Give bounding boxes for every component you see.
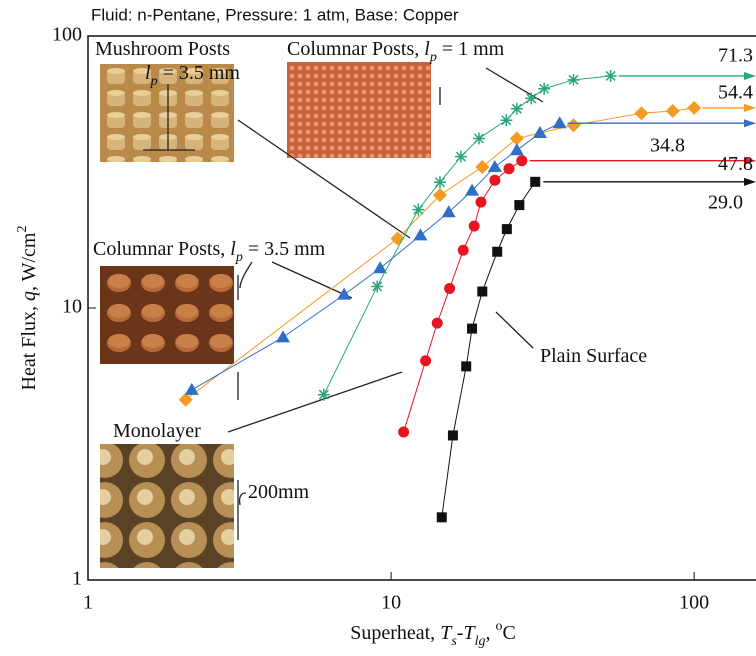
text-part: = 1 mm <box>437 38 505 60</box>
text-part: p <box>429 50 437 65</box>
marker <box>504 163 515 174</box>
end-label: 47.8 <box>718 153 753 175</box>
chart: Fluid: n-Pentane, Pressure: 1 atm, Base:… <box>0 0 756 656</box>
series-label: Plain Surface <box>540 345 647 367</box>
marker <box>475 160 489 174</box>
marker <box>500 114 512 126</box>
series-label: Columnar Posts, lp = 1 mm <box>287 38 505 65</box>
marker <box>371 280 383 292</box>
text-part: Monolayer <box>113 420 201 442</box>
marker <box>666 104 680 118</box>
marker <box>530 177 540 187</box>
y-tick-label: 10 <box>62 296 82 318</box>
x-tick-label: 100 <box>679 592 709 614</box>
annotation: 200mm <box>248 481 310 503</box>
marker <box>567 118 581 132</box>
photo <box>287 62 431 158</box>
end-label: 34.8 <box>650 134 685 156</box>
marker <box>434 176 446 188</box>
x-axis-label: Superheat, Ts-Tlg, oC <box>350 619 516 649</box>
arrow-head <box>744 104 756 112</box>
marker <box>461 361 471 371</box>
marker <box>475 197 486 208</box>
marker <box>469 221 480 232</box>
end-label: 71.3 <box>718 45 753 67</box>
marker <box>516 155 527 166</box>
marker <box>489 175 500 186</box>
arrow-head <box>744 72 756 80</box>
marker <box>448 430 458 440</box>
text-part: 2 <box>15 226 30 233</box>
marker <box>514 200 524 210</box>
marker <box>553 116 567 128</box>
series-line <box>404 161 522 432</box>
marker <box>398 427 409 438</box>
marker <box>488 160 502 172</box>
text-part: p <box>235 250 243 265</box>
marker <box>525 92 537 104</box>
marker <box>458 245 469 256</box>
text-part: = 3.5 mm <box>158 62 241 84</box>
marker <box>337 288 351 300</box>
y-tick-label: 1 <box>72 568 82 590</box>
text-part: - <box>457 622 464 644</box>
marker <box>477 286 487 296</box>
text-part: , W/cm <box>18 232 40 291</box>
text-part: = 3.5 mm <box>243 238 326 260</box>
marker <box>467 324 477 334</box>
marker <box>413 228 427 240</box>
marker <box>412 204 424 216</box>
text-part: 200mm <box>248 481 310 503</box>
text-part: o <box>495 619 502 634</box>
photo <box>100 444 234 568</box>
marker <box>511 103 523 115</box>
marker <box>492 247 502 257</box>
arrow-head <box>744 119 756 127</box>
marker <box>634 106 648 120</box>
marker <box>420 355 431 366</box>
text-part: Superheat, <box>350 622 440 644</box>
text-part: , <box>485 622 495 644</box>
marker <box>473 132 485 144</box>
text-part: q <box>18 291 40 301</box>
series-label: Mushroom Posts <box>95 38 230 60</box>
arrow-head <box>744 178 756 186</box>
marker <box>276 330 290 342</box>
text-part: Mushroom Posts <box>95 38 230 60</box>
marker <box>605 70 617 82</box>
text-part: Columnar Posts, <box>287 38 424 60</box>
photo <box>100 266 234 364</box>
series-label: Monolayer <box>113 420 201 442</box>
series-line <box>442 182 535 517</box>
marker <box>455 151 467 163</box>
text-part: Heat Flux, <box>18 301 40 390</box>
x-tick-label: 1 <box>83 592 93 614</box>
marker <box>318 389 330 401</box>
text-part: Plain Surface <box>540 345 647 367</box>
marker <box>510 143 524 155</box>
series-label: Columnar Posts, lp = 3.5 mm <box>93 238 326 265</box>
end-label: 29.0 <box>708 191 743 213</box>
text-part: Columnar Posts, <box>93 238 230 260</box>
end-label: 54.4 <box>718 82 753 104</box>
marker <box>432 318 443 329</box>
marker <box>538 83 550 95</box>
marker <box>444 283 455 294</box>
y-tick-label: 100 <box>52 24 82 46</box>
chart-title: Fluid: n-Pentane, Pressure: 1 atm, Base:… <box>91 5 459 24</box>
y-axis-label: Heat Flux, q, W/cm2 <box>15 226 40 391</box>
marker <box>185 383 199 395</box>
text-part: p <box>150 74 158 89</box>
marker <box>437 512 447 522</box>
marker <box>687 101 701 115</box>
text-part: lg <box>475 634 486 649</box>
x-tick-label: 10 <box>381 592 401 614</box>
marker <box>568 74 580 86</box>
marker <box>502 224 512 234</box>
text-part: C <box>502 622 515 644</box>
